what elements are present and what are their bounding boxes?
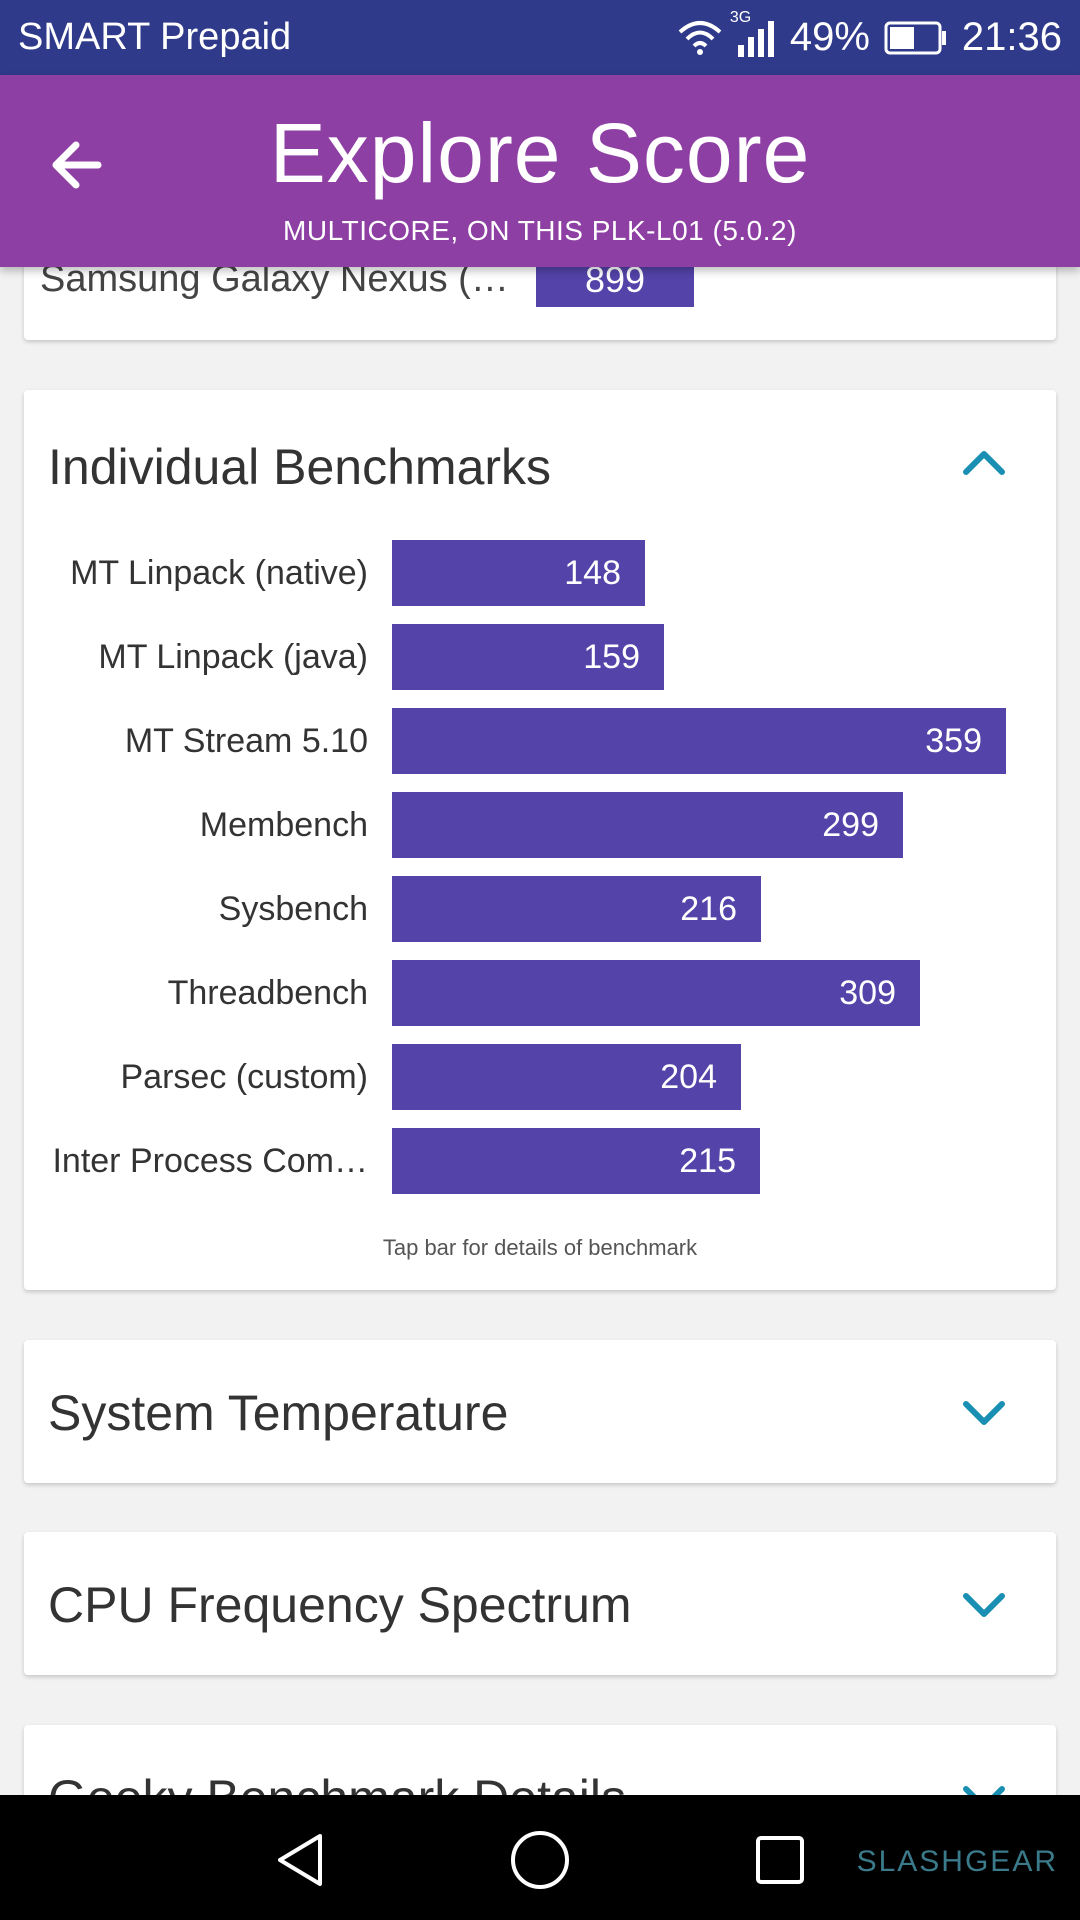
collapse-button[interactable] xyxy=(960,438,1008,486)
benchmark-label: Inter Process Com… xyxy=(52,1141,368,1180)
benchmark-bar[interactable]: 309 xyxy=(392,960,920,1026)
benchmark-label: MT Stream 5.10 xyxy=(124,721,368,760)
benchmark-bar[interactable]: 204 xyxy=(392,1044,741,1110)
status-bar: SMART Prepaid 3G 49% xyxy=(0,0,1080,75)
nav-recents-button[interactable] xyxy=(745,1825,815,1895)
cpu-frequency-card[interactable]: CPU Frequency Spectrum xyxy=(24,1532,1056,1675)
chevron-up-icon xyxy=(963,451,1005,475)
benchmark-value: 216 xyxy=(680,889,737,928)
network-type: 3G xyxy=(729,8,752,26)
circle-home-icon xyxy=(511,1831,569,1889)
benchmark-value: 204 xyxy=(660,1057,717,1096)
benchmark-label: MT Linpack (java) xyxy=(98,637,368,676)
wifi-icon xyxy=(678,20,722,56)
battery-percent: 49% xyxy=(789,15,870,59)
benchmark-value: 309 xyxy=(839,973,896,1012)
benchmark-bar[interactable]: 159 xyxy=(392,624,664,690)
benchmark-row: MT Stream 5.10 359 xyxy=(24,708,1056,774)
benchmark-label: Parsec (custom) xyxy=(120,1057,369,1096)
benchmark-label: Threadbench xyxy=(167,973,368,1012)
battery-icon xyxy=(884,21,948,55)
individual-benchmarks-card: Individual Benchmarks MT Linpack (native… xyxy=(24,390,1056,1290)
benchmark-row: Parsec (custom) 204 xyxy=(24,1044,1056,1110)
benchmark-row: Membench 299 xyxy=(24,792,1056,858)
benchmark-value: 159 xyxy=(583,637,640,676)
benchmark-row: Inter Process Com… 215 xyxy=(24,1128,1056,1194)
benchmark-row: MT Linpack (native) 148 xyxy=(24,540,1056,606)
square-recents-icon xyxy=(756,1836,804,1884)
benchmark-bar[interactable]: 148 xyxy=(392,540,645,606)
expand-cpu-button[interactable] xyxy=(960,1580,1008,1628)
benchmark-bar[interactable]: 299 xyxy=(392,792,903,858)
carrier-name: SMART Prepaid xyxy=(18,16,292,58)
chevron-down-icon xyxy=(963,1593,1005,1617)
page-subtitle: MULTICORE, ON THIS PLK-L01 (5.0.2) xyxy=(283,215,797,246)
benchmarks-header: Individual Benchmarks xyxy=(48,439,552,495)
benchmark-bar[interactable]: 359 xyxy=(392,708,1006,774)
page-title: Explore Score xyxy=(269,106,811,200)
benchmark-value: 215 xyxy=(679,1141,736,1180)
benchmark-value: 359 xyxy=(925,721,982,760)
nav-home-button[interactable] xyxy=(505,1825,575,1895)
cpu-frequency-title: CPU Frequency Spectrum xyxy=(48,1577,632,1633)
benchmark-value: 148 xyxy=(564,553,621,592)
benchmark-row: MT Linpack (java) 159 xyxy=(24,624,1056,690)
arrow-back-icon xyxy=(52,141,102,189)
benchmark-value: 299 xyxy=(822,805,879,844)
benchmark-label: Sysbench xyxy=(218,889,368,928)
nav-back-button[interactable] xyxy=(265,1825,335,1895)
watermark: SLASHGEAR xyxy=(856,1845,1058,1878)
triangle-back-icon xyxy=(278,1834,322,1886)
system-temperature-card[interactable]: System Temperature xyxy=(24,1340,1056,1483)
benchmark-row: Threadbench 309 xyxy=(24,960,1056,1026)
status-icons: 3G 49% 21:36 xyxy=(678,9,1062,60)
benchmark-bar[interactable]: 216 xyxy=(392,876,761,942)
benchmark-bar[interactable]: 215 xyxy=(392,1128,760,1194)
signal-icon: 3G xyxy=(730,9,776,57)
benchmark-label: MT Linpack (native) xyxy=(70,553,368,592)
benchmark-row: Sysbench 216 xyxy=(24,876,1056,942)
system-temperature-title: System Temperature xyxy=(48,1385,509,1441)
app-bar: Explore Score MULTICORE, ON THIS PLK-L01… xyxy=(0,75,1080,267)
benchmark-label: Membench xyxy=(199,805,368,844)
clock: 21:36 xyxy=(961,15,1062,59)
navigation-bar: SLASHGEAR xyxy=(0,1795,1080,1920)
expand-temperature-button[interactable] xyxy=(960,1388,1008,1436)
back-button[interactable] xyxy=(46,135,106,195)
chevron-down-icon xyxy=(963,1401,1005,1425)
benchmark-hint: Tap bar for details of benchmark xyxy=(382,1235,698,1260)
